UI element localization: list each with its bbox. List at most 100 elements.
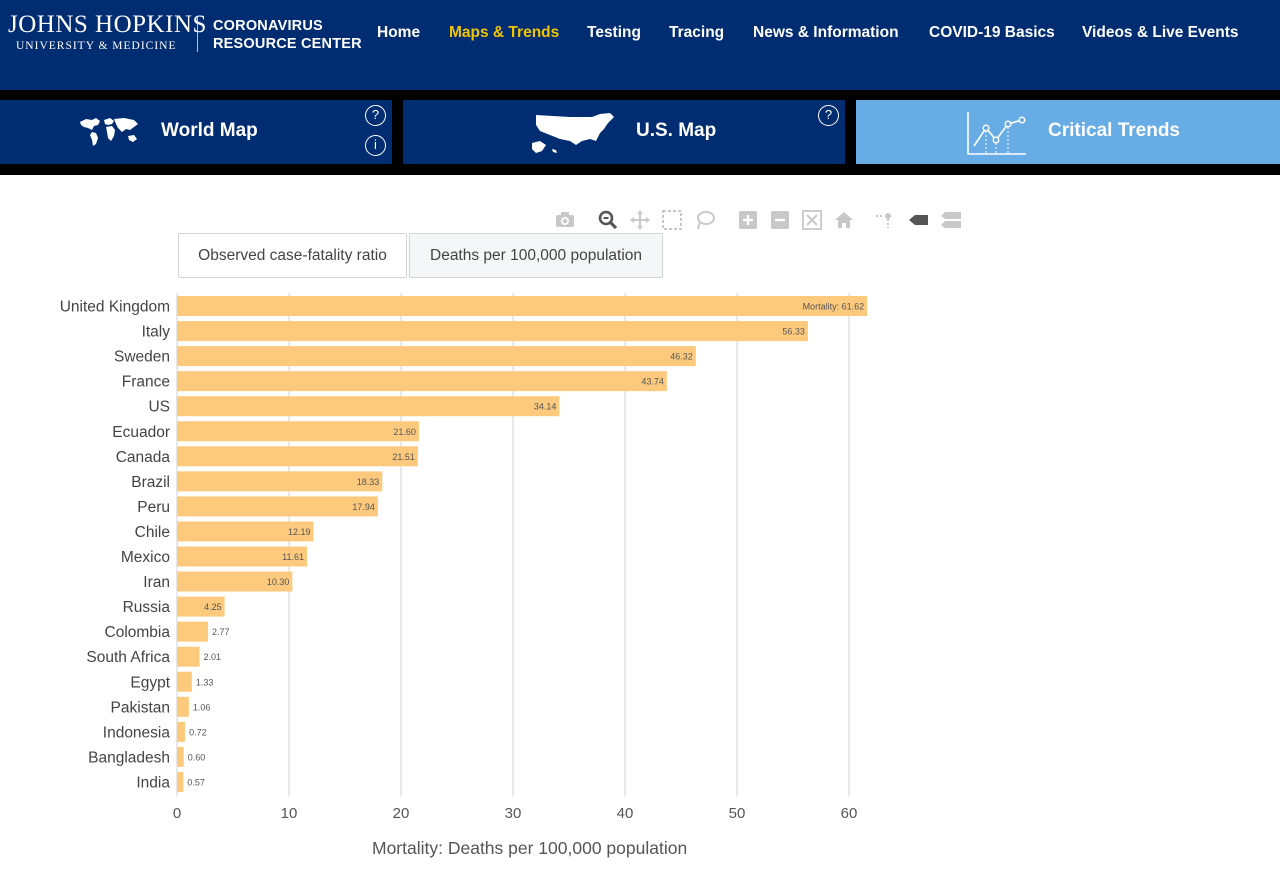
- bar-value-label: 0.60: [188, 752, 206, 762]
- bar-value-label: 43.74: [641, 377, 664, 387]
- nav-covid19-basics[interactable]: COVID-19 Basics: [929, 24, 1055, 41]
- hover-closest-icon[interactable]: [907, 209, 929, 231]
- y-category-label: Canada: [116, 449, 171, 466]
- bar: [177, 696, 189, 717]
- bar: [177, 496, 378, 517]
- bar: [177, 346, 696, 367]
- y-category-label: Russia: [123, 599, 171, 616]
- bar: [177, 521, 314, 542]
- y-category-label: United Kingdom: [60, 299, 170, 316]
- bar-value-label: 46.32: [670, 352, 693, 362]
- home-icon[interactable]: [833, 209, 855, 231]
- help-icon[interactable]: ?: [365, 105, 386, 126]
- bar: [177, 371, 667, 392]
- header-divider: [197, 16, 198, 52]
- site-title-line1: CORONAVIRUS: [213, 18, 323, 34]
- site-header: JOHNS HOPKINS UNIVERSITY & MEDICINE CORO…: [0, 0, 1280, 90]
- bar: [177, 446, 418, 467]
- y-category-label: Colombia: [105, 624, 171, 641]
- bar-value-label: 21.51: [392, 452, 415, 462]
- tab-critical-trends[interactable]: Critical Trends: [856, 100, 1280, 164]
- world-map-icon: [80, 118, 138, 146]
- help-icon[interactable]: ?: [818, 105, 839, 126]
- bar: [177, 471, 383, 492]
- nav-testing[interactable]: Testing: [587, 24, 641, 41]
- bar: [177, 571, 293, 592]
- x-tick-label: 20: [393, 805, 410, 822]
- bar: [177, 321, 808, 342]
- bar-value-label: 10.30: [267, 577, 290, 587]
- pan-icon[interactable]: [629, 209, 651, 231]
- y-category-label: Bangladesh: [88, 749, 170, 766]
- bar-value-label: 1.06: [193, 702, 211, 712]
- bar-value-label: 0.72: [189, 727, 207, 737]
- bar-value-label: 4.25: [204, 602, 222, 612]
- nav-news-information[interactable]: News & Information: [753, 24, 899, 41]
- bar: [177, 296, 868, 316]
- tab-critical-trends-label: Critical Trends: [1048, 120, 1180, 141]
- toggle-deaths-per-100k[interactable]: Deaths per 100,000 population: [409, 233, 663, 278]
- spike-lines-icon[interactable]: [874, 209, 896, 231]
- y-category-label: Egypt: [130, 674, 170, 691]
- nav-videos-live-events[interactable]: Videos & Live Events: [1082, 24, 1239, 41]
- nav-maps-trends[interactable]: Maps & Trends: [449, 24, 560, 41]
- bar-value-label: 2.77: [212, 627, 230, 637]
- bar-value-label: 2.01: [204, 652, 222, 662]
- bar-value-label: 0.57: [187, 777, 205, 787]
- y-category-label: Peru: [137, 499, 170, 516]
- x-tick-label: 60: [841, 805, 858, 822]
- site-title[interactable]: CORONAVIRUS RESOURCE CENTER: [213, 17, 362, 53]
- bar: [177, 746, 184, 767]
- autoscale-icon[interactable]: [801, 209, 823, 231]
- toggle-case-fatality-ratio[interactable]: Observed case-fatality ratio: [178, 233, 407, 278]
- bar-value-label: 34.14: [534, 402, 557, 412]
- site-title-line2: RESOURCE CENTER: [213, 36, 362, 52]
- zoom-in-icon[interactable]: [737, 209, 759, 231]
- camera-icon[interactable]: [554, 209, 576, 231]
- y-category-label: South Africa: [86, 649, 170, 666]
- bar: [177, 596, 225, 617]
- box-select-icon[interactable]: [661, 209, 683, 231]
- y-category-label: US: [148, 399, 170, 416]
- nav-home[interactable]: Home: [377, 24, 421, 41]
- info-icon[interactable]: i: [365, 135, 386, 156]
- bar-value-label: Mortality: 61.62: [803, 302, 865, 312]
- bar: [177, 621, 209, 642]
- jhu-logo[interactable]: JOHNS HOPKINS UNIVERSITY & MEDICINE: [8, 12, 207, 53]
- y-category-label: Ecuador: [112, 424, 170, 441]
- tab-world-map[interactable]: World Map ? i: [0, 100, 392, 164]
- bar-value-label: 12.19: [288, 527, 311, 537]
- y-category-label: Italy: [142, 324, 171, 341]
- y-category-label: Iran: [143, 574, 170, 591]
- bar-value-label: 17.94: [352, 502, 375, 512]
- x-tick-label: 0: [173, 805, 181, 822]
- bar: [177, 421, 419, 442]
- bar-value-label: 21.60: [393, 427, 416, 437]
- lasso-select-icon[interactable]: [694, 209, 716, 231]
- bar: [177, 671, 192, 692]
- x-tick-label: 50: [729, 805, 746, 822]
- tab-world-map-label: World Map: [161, 120, 258, 141]
- x-axis-title: Mortality: Deaths per 100,000 population: [372, 838, 688, 858]
- zoom-out-icon[interactable]: [769, 209, 791, 231]
- bar-value-label: 56.33: [782, 327, 805, 337]
- y-category-label: Chile: [135, 524, 170, 541]
- bar-value-label: 1.33: [196, 677, 214, 687]
- hover-compare-icon[interactable]: [940, 209, 962, 231]
- bar-value-label: 11.61: [282, 552, 304, 562]
- y-category-label: Sweden: [114, 349, 170, 366]
- x-tick-label: 10: [281, 805, 298, 822]
- y-category-label: France: [122, 374, 170, 391]
- y-category-label: India: [136, 774, 170, 791]
- zoom-icon[interactable]: [597, 209, 619, 231]
- bar: [177, 546, 308, 567]
- nav-tracing[interactable]: Tracing: [669, 24, 725, 41]
- y-category-label: Indonesia: [103, 724, 171, 741]
- tab-us-map-label: U.S. Map: [636, 120, 717, 141]
- tab-us-map[interactable]: U.S. Map ?: [403, 100, 845, 164]
- y-category-label: Brazil: [131, 474, 170, 491]
- mortality-bar-chart: 0 10 20 30 40 50 60 United Kingdom Mortality: 61…: [60, 293, 868, 822]
- x-tick-label: 30: [505, 805, 522, 822]
- bar: [177, 646, 200, 667]
- us-map-icon: [532, 113, 614, 153]
